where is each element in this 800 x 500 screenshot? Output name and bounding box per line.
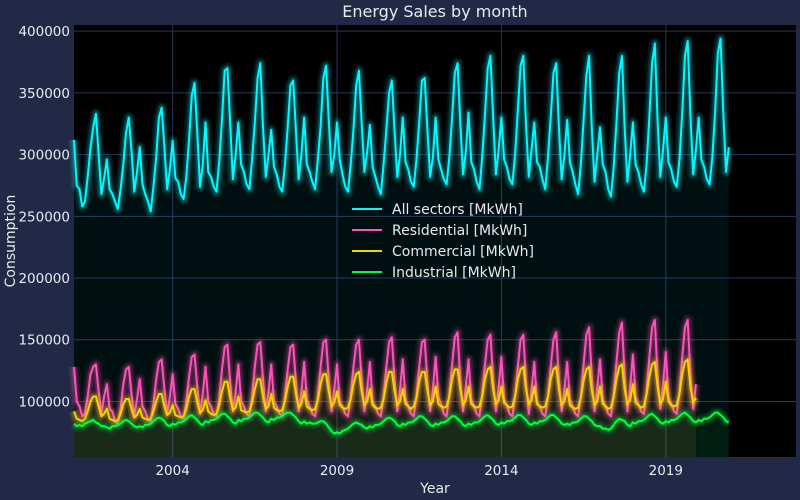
y-tick-label: 250000	[18, 209, 70, 225]
commercial-series-line	[73, 358, 697, 423]
y-tick-label: 200000	[18, 271, 70, 287]
industrial-area-glow	[74, 412, 729, 457]
x-tick-label: 2009	[320, 463, 354, 479]
x-axis-ticks: 2004 2009 2014 2019	[155, 463, 683, 479]
chart-title: Energy Sales by month	[342, 2, 527, 21]
x-axis-label: Year	[419, 481, 450, 497]
y-tick-label: 100000	[18, 394, 70, 410]
residential-series-line	[73, 318, 697, 425]
y-tick-label: 300000	[18, 148, 70, 164]
legend-label-residential: Residential [MkWh]	[392, 223, 527, 239]
x-tick-label: 2004	[155, 463, 189, 479]
y-tick-label: 350000	[18, 86, 70, 102]
y-tick-label: 150000	[18, 333, 70, 349]
all-sectors-series-line	[73, 37, 730, 213]
y-axis-ticks: 100000 150000 200000 250000 300000 350000 4000…	[18, 24, 70, 410]
commercial-area-glow	[74, 359, 696, 457]
legend: All sectors [MkWh] Residential [MkWh] Comm…	[352, 202, 534, 281]
x-tick-label: 2014	[484, 463, 518, 479]
industrial-series-line	[73, 411, 730, 435]
legend-label-all-sectors: All sectors [MkWh]	[392, 202, 523, 218]
y-axis-label: Consumption	[3, 195, 19, 288]
legend-label-commercial: Commercial [MkWh]	[392, 244, 534, 260]
y-tick-label: 400000	[18, 24, 70, 40]
legend-label-industrial: Industrial [MkWh]	[392, 265, 516, 281]
series-layer	[68, 32, 735, 457]
all-sectors-area-glow	[74, 38, 729, 457]
x-tick-label: 2019	[649, 463, 683, 479]
